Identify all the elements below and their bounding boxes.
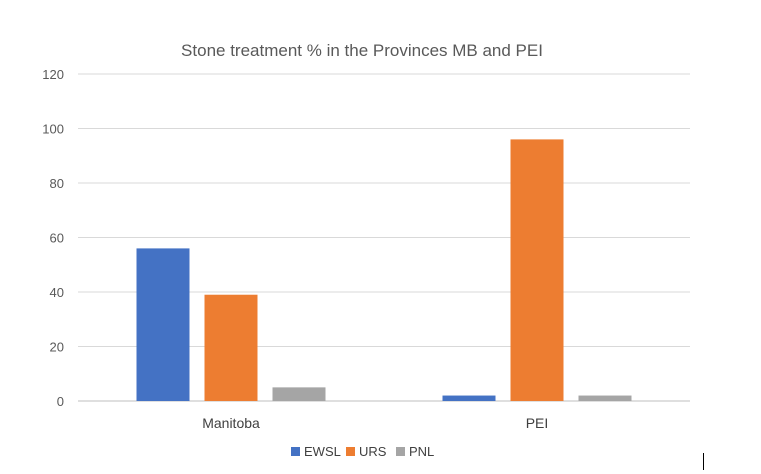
bar-urs-manitoba	[204, 294, 258, 401]
legend-swatch-pnl	[396, 447, 405, 456]
y-tick-label: 20	[50, 340, 64, 355]
legend: EWSL URS PNL	[291, 444, 434, 459]
legend-label-pnl: PNL	[409, 444, 434, 459]
bar-ewsl-manitoba	[136, 248, 190, 401]
y-tick-label: 60	[50, 231, 64, 246]
y-tick-label: 0	[57, 394, 64, 409]
text-cursor	[703, 453, 704, 470]
x-category-label: Manitoba	[202, 415, 260, 431]
x-axis: Manitoba PEI	[202, 415, 548, 431]
legend-swatch-ewsl	[291, 447, 300, 456]
bar-urs-pei	[510, 139, 564, 401]
chart-title: Stone treatment % in the Provinces MB an…	[181, 41, 543, 60]
bar-pnl-pei	[578, 395, 632, 401]
y-tick-label: 40	[50, 285, 64, 300]
legend-label-urs: URS	[359, 444, 387, 459]
y-tick-label: 120	[42, 67, 64, 82]
legend-label-ewsl: EWSL	[304, 444, 341, 459]
y-axis: 0 20 40 60 80 100 120	[42, 67, 64, 409]
bar-ewsl-pei	[442, 395, 496, 401]
y-tick-label: 80	[50, 176, 64, 191]
x-category-label: PEI	[526, 415, 549, 431]
bar-pnl-manitoba	[272, 387, 326, 401]
legend-swatch-urs	[346, 447, 355, 456]
y-tick-label: 100	[42, 122, 64, 137]
bars	[136, 139, 632, 401]
